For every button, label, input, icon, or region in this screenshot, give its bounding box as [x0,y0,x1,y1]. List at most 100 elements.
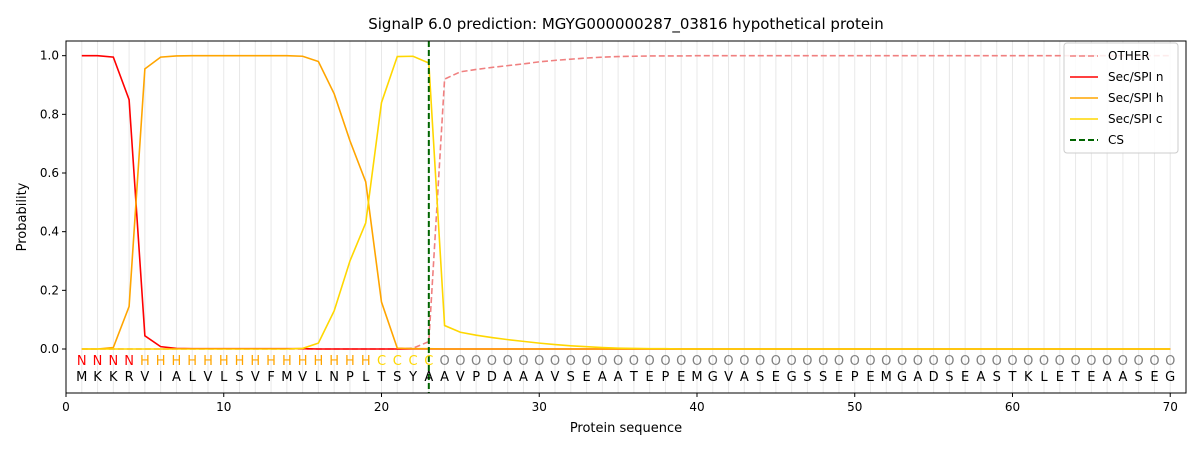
y-axis-ticks: 0.0 0.2 0.4 0.6 0.8 1.0 [40,49,66,356]
residue-letter: R [125,370,134,385]
x-tick-label: 0 [62,400,70,414]
region-label: N [77,354,87,369]
residue-letter: L [362,370,370,385]
region-label: O [976,354,986,369]
residue-letter: E [961,370,969,385]
residue-letter: E [1056,370,1064,385]
residue-letter: M [281,370,292,385]
region-label: O [534,354,544,369]
region-label: H [235,354,245,369]
region-label: H [156,354,166,369]
region-label: O [1023,354,1033,369]
region-label: H [187,354,197,369]
residue-letter: A [535,370,544,385]
y-tick-label: 0.2 [40,283,59,297]
residue-letter: A [1103,370,1112,385]
residue-letter: S [756,370,764,385]
residue-letter: S [567,370,575,385]
region-label: N [93,354,103,369]
residue-letter: E [835,370,843,385]
region-label: O [1102,354,1112,369]
region-label: H [250,354,260,369]
legend-entry: OTHER [1108,49,1150,63]
region-label: O [597,354,607,369]
region-label: O [471,354,481,369]
residue-letter: S [235,370,243,385]
residue-letter: S [1135,370,1143,385]
residue-letter: T [377,370,386,385]
region-label: C [377,354,386,369]
residue-letter: E [1087,370,1095,385]
residue-letter: S [993,370,1001,385]
region-label: H [314,354,324,369]
series-line-sec-spi-c [81,55,1171,350]
region-label: O [1149,354,1159,369]
residue-letter: S [803,370,811,385]
residue-letter: P [662,370,670,385]
region-label: O [771,354,781,369]
legend-box [1063,42,1179,154]
residue-letter: G [1165,370,1175,385]
legend-entry: CS [1108,133,1124,147]
residue-letter: L [315,370,323,385]
legend-entry: Sec/SPI n [1108,70,1163,84]
residue-letter: D [929,370,939,385]
region-label: O [960,354,970,369]
plot-frame [65,40,1187,394]
region-label: H [203,354,213,369]
legend-entry: Sec/SPI h [1108,91,1163,105]
residue-letter: A [976,370,985,385]
y-axis-label: Probability [15,182,30,251]
residue-letter: F [267,370,274,385]
region-label: O [928,354,938,369]
region-label: O [881,354,891,369]
region-label: O [1007,354,1017,369]
residue-letter: V [551,370,560,385]
region-label: O [566,354,576,369]
residue-letter: S [819,370,827,385]
legend-entry: Sec/SPI c [1108,112,1162,126]
region-label: O [455,354,465,369]
residue-letter: A [913,370,922,385]
residue-letter: A [519,370,528,385]
residue-letter: E [772,370,780,385]
residue-letter: V [204,370,213,385]
x-tick-label: 30 [532,400,547,414]
residue-letter: K [1024,370,1033,385]
region-label: O [518,354,528,369]
y-tick-label: 0.8 [40,107,59,121]
residue-letter: V [456,370,465,385]
region-label: H [329,354,339,369]
sequence-letters: NMNKNKNRHVHIHAHLHVHLHSHVHFHMHVHLHNHPHLCT… [76,354,1175,385]
region-label: O [1070,354,1080,369]
region-label: H [282,354,292,369]
region-label: O [1118,354,1128,369]
residue-letter: A [424,370,433,385]
region-label: O [487,354,497,369]
region-label: O [550,354,560,369]
residue-letter: A [503,370,512,385]
x-tick-label: 10 [216,400,231,414]
region-label: O [865,354,875,369]
residue-letter: S [945,370,953,385]
region-label: N [108,354,118,369]
region-label: O [645,354,655,369]
residue-letter: V [724,370,733,385]
residue-letter: A [1118,370,1127,385]
residue-letter: T [629,370,638,385]
y-tick-label: 0.0 [40,342,59,356]
region-label: O [676,354,686,369]
region-label: C [409,354,418,369]
residue-letter: L [189,370,197,385]
region-label: O [1055,354,1065,369]
residue-letter: P [346,370,354,385]
region-label: O [944,354,954,369]
residue-letter: G [897,370,907,385]
region-label: H [345,354,355,369]
region-label: H [361,354,371,369]
region-label: O [660,354,670,369]
residue-letter: E [646,370,654,385]
region-label: O [755,354,765,369]
residue-letter: G [787,370,797,385]
